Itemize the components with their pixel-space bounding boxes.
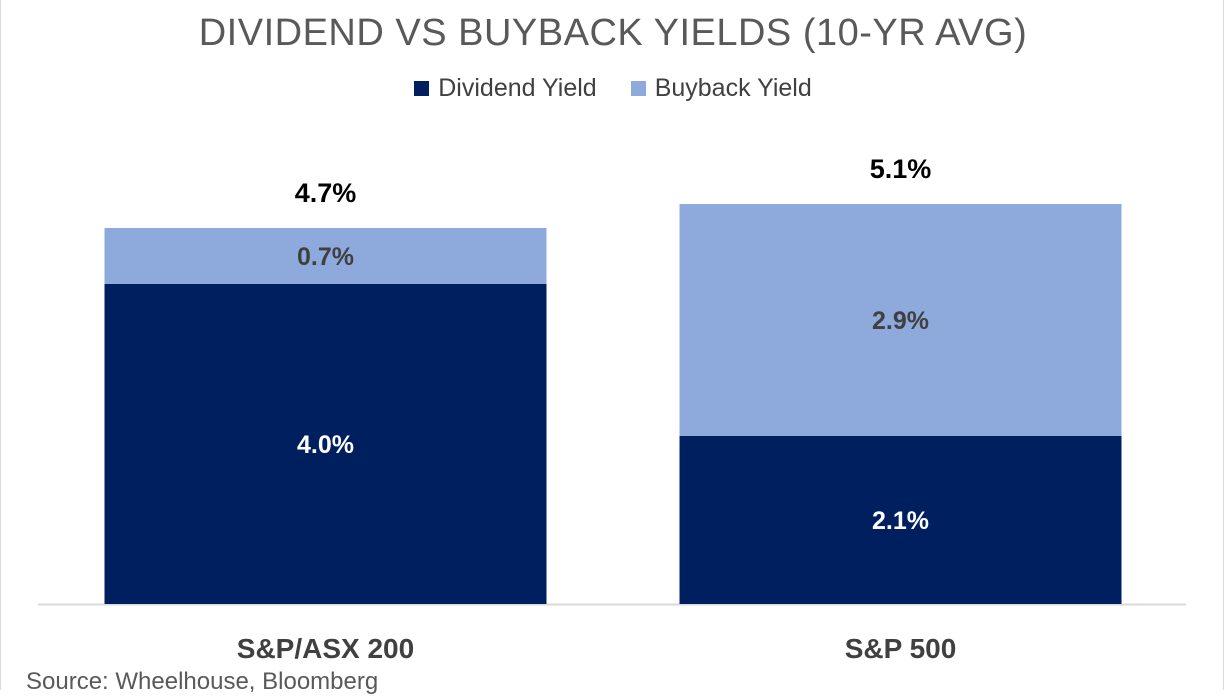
legend: Dividend Yield Buyback Yield [0,74,1226,103]
bar-buyback-1 [679,204,1122,436]
legend-swatch-dividend [414,81,430,96]
legend-label-buyback: Buyback Yield [654,74,812,102]
chart-title: DIVIDEND VS BUYBACK YIELDS (10-YR AVG) [198,12,1028,54]
legend-item-buyback: Buyback Yield [630,74,812,103]
data-label-dividend-1: 2.1% [872,507,929,535]
legend-item-dividend: Dividend Yield [414,74,597,103]
total-label-0: 4.7% [295,178,357,208]
category-label-1: S&P 500 [845,633,957,664]
data-label-dividend-0: 4.0% [297,431,354,459]
source-note: Source: Wheelhouse, Bloomberg [26,668,379,695]
legend-label-dividend: Dividend Yield [438,74,597,102]
data-label-buyback-1: 2.9% [872,307,929,335]
legend-swatch-buyback [630,81,646,96]
bar-buyback-0 [104,228,547,284]
total-label-1: 5.1% [870,154,932,184]
bar-dividend-1 [679,436,1122,604]
data-label-buyback-0: 0.7% [297,243,354,271]
bar-dividend-0 [104,284,547,604]
category-label-0: S&P/ASX 200 [237,633,414,664]
